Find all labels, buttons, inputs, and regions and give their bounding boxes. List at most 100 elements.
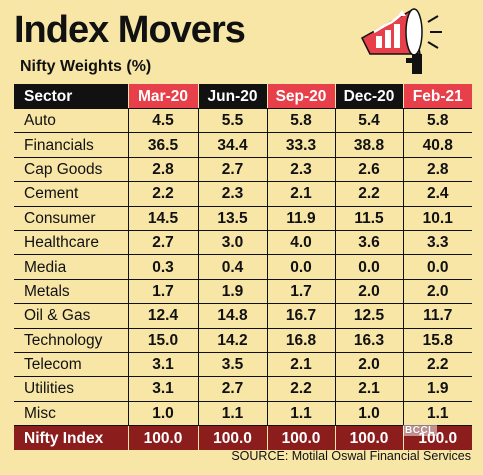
table-cell: 5.8 [267,108,336,134]
table-cell: 1.0 [335,401,404,427]
table-cell: 100.0 [267,425,336,451]
table-cell: 1.1 [267,401,336,427]
row-label: Utilities [14,376,129,402]
row-label: Cement [14,181,129,207]
table-cell: 2.6 [335,157,404,183]
column-header: Dec-20 [334,84,403,109]
table-cell: 2.0 [335,352,404,378]
table-cell: 3.1 [128,352,199,378]
column-header: Sector [14,84,128,109]
table-cell: 12.4 [128,303,199,329]
table-row: Oil & Gas 12.4 14.8 16.7 12.5 11.7 [14,303,472,329]
table-cell: 4.0 [267,230,336,256]
table-cell: 2.1 [267,181,336,207]
table-row: Utilities 3.1 2.7 2.2 2.1 1.9 [14,376,472,402]
row-label: Financials [14,132,129,158]
table-row: Consumer 14.5 13.5 11.9 11.5 10.1 [14,206,472,231]
row-label: Cap Goods [14,157,129,183]
table-cell: 0.0 [267,254,336,280]
table-cell: 100.0 [128,425,199,451]
table-row: Technology 15.0 14.2 16.8 16.3 15.8 [14,328,472,353]
table-cell: 12.5 [335,303,404,329]
table-cell: 36.5 [128,132,199,158]
table-cell: 1.7 [128,279,199,305]
table-cell: 34.4 [198,132,268,158]
table-cell: 2.7 [198,157,268,183]
table-cell: 5.8 [403,108,472,134]
table-cell: 10.1 [403,206,472,231]
table-cell: 2.2 [403,352,472,378]
megaphone-icon [361,8,442,74]
table-cell: 0.3 [128,254,199,280]
table-header-row: Sector Mar-20 Jun-20 Sep-20 Dec-20 Feb-2… [14,84,472,109]
table-cell: 100.0 [198,425,268,451]
table-cell: 2.0 [335,279,404,305]
table-cell: 3.5 [198,352,268,378]
table-cell: 1.0 [128,401,199,427]
table-cell: 2.3 [198,181,268,207]
watermark: BCCL [403,425,437,436]
table-cell: 16.8 [267,328,336,353]
table-cell: 1.1 [198,401,268,427]
page-subtitle: Nifty Weights (%) [20,58,152,75]
table-row: Auto 4.5 5.5 5.8 5.4 5.8 [14,108,472,134]
table-cell: 11.9 [267,206,336,231]
row-label: Oil & Gas [14,303,129,329]
table-cell: 13.5 [198,206,268,231]
table-row: Cement 2.2 2.3 2.1 2.2 2.4 [14,181,472,207]
table-cell: 2.8 [128,157,199,183]
table-cell: 3.3 [403,230,472,256]
table-cell: 15.0 [128,328,199,353]
table-cell: 2.2 [128,181,199,207]
table-cell: 4.5 [128,108,199,134]
table-row: Misc 1.0 1.1 1.1 1.0 1.1 [14,401,472,427]
column-header: Mar-20 [127,84,198,109]
table-cell: 11.5 [335,206,404,231]
table-cell: 1.9 [198,279,268,305]
table-cell: 5.5 [198,108,268,134]
table-cell: 2.1 [335,376,404,402]
row-label: Nifty Index [14,425,129,451]
row-label: Misc [14,401,129,427]
table-cell: 38.8 [335,132,404,158]
table-cell: 40.8 [403,132,472,158]
column-header: Feb-21 [402,84,472,109]
table-cell: 2.4 [403,181,472,207]
table-cell: 16.3 [335,328,404,353]
row-label: Telecom [14,352,129,378]
table-cell: 0.4 [198,254,268,280]
table-cell: 0.0 [403,254,472,280]
table-cell: 3.1 [128,376,199,402]
table-cell: 16.7 [267,303,336,329]
table-cell: 2.7 [128,230,199,256]
table-cell: 14.8 [198,303,268,329]
table-cell: 15.8 [403,328,472,353]
table-cell: 2.0 [403,279,472,305]
table-row: Metals 1.7 1.9 1.7 2.0 2.0 [14,279,472,305]
table-cell: 2.8 [403,157,472,183]
table-row: Media 0.3 0.4 0.0 0.0 0.0 [14,254,472,280]
table-cell: 2.1 [267,352,336,378]
table-cell: 5.4 [335,108,404,134]
source-note: SOURCE: Motilal Oswal Financial Services [231,449,471,463]
table-cell: 14.5 [128,206,199,231]
table-cell: 1.1 [403,401,472,427]
table-cell: 2.3 [267,157,336,183]
row-label: Consumer [14,206,129,231]
table-cell: 100.0 [335,425,404,451]
table-cell: 14.2 [198,328,268,353]
table-cell: 2.7 [198,376,268,402]
table-cell: 3.0 [198,230,268,256]
table-cell: 33.3 [267,132,336,158]
table-cell: 1.9 [403,376,472,402]
column-header: Sep-20 [266,84,335,109]
column-header: Jun-20 [197,84,267,109]
table-cell: 11.7 [403,303,472,329]
row-label: Media [14,254,129,280]
nifty-weights-table: Sector Mar-20 Jun-20 Sep-20 Dec-20 Feb-2… [14,84,472,451]
table-cell: 2.2 [335,181,404,207]
total-row: Nifty Index 100.0 100.0 100.0 100.0 100.0 [14,425,472,451]
row-label: Auto [14,108,129,134]
table-row: Healthcare 2.7 3.0 4.0 3.6 3.3 [14,230,472,256]
table-cell: 3.6 [335,230,404,256]
